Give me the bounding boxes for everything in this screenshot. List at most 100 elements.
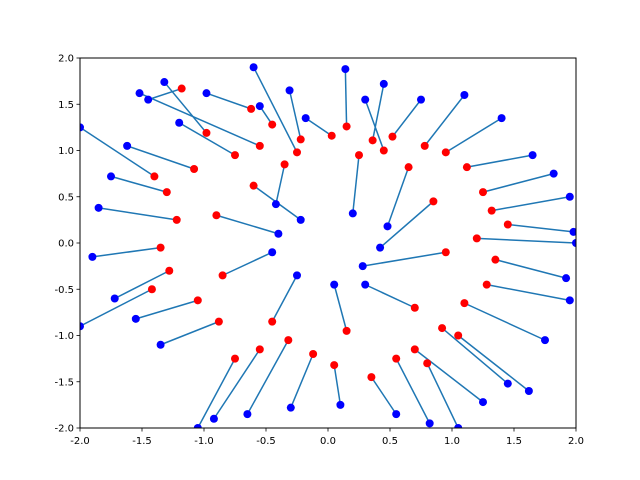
prediction-point-43 <box>268 248 277 257</box>
prediction-point-25 <box>243 410 252 419</box>
target-point-26 <box>255 345 264 354</box>
y-tick-label: 0.5 <box>58 192 74 203</box>
target-point-28 <box>193 296 202 305</box>
prediction-point-15 <box>572 239 576 247</box>
target-point-39 <box>441 248 450 257</box>
prediction-point-36 <box>348 209 357 218</box>
link-line-23 <box>333 364 342 405</box>
y-tick-label: 1.0 <box>58 146 74 157</box>
prediction-point-35 <box>271 200 280 209</box>
target-point-0 <box>177 84 186 93</box>
x-tick-label: -0.5 <box>256 436 276 447</box>
link-line-52 <box>426 362 459 428</box>
prediction-point-40 <box>361 280 370 289</box>
link-line-16 <box>495 258 567 279</box>
link-line-44 <box>216 214 279 235</box>
target-point-53 <box>293 148 301 157</box>
prediction-point-23 <box>336 400 345 409</box>
x-axis: -2.0 -1.5 -1.0 -0.5 0.0 0.5 1.0 1.5 2.0 <box>70 428 584 447</box>
target-point-45 <box>249 181 258 190</box>
link-line-42 <box>271 275 298 322</box>
link-line-40 <box>364 283 416 309</box>
target-point-34 <box>231 151 239 160</box>
target-point-32 <box>162 188 171 197</box>
link-line-33 <box>126 145 195 170</box>
prediction-point-0 <box>144 95 153 104</box>
target-point-51 <box>231 354 239 363</box>
prediction-point-7 <box>341 65 350 74</box>
prediction-point-8 <box>379 79 388 88</box>
prediction-point-44 <box>274 229 283 238</box>
link-line-47 <box>80 126 155 178</box>
prediction-point-39 <box>358 262 367 271</box>
link-line-17 <box>486 283 570 302</box>
link-line-7 <box>344 69 348 127</box>
prediction-point-50 <box>524 387 533 395</box>
target-point-41 <box>342 326 351 335</box>
prediction-point-6 <box>301 114 310 123</box>
prediction-point-34 <box>175 118 184 127</box>
link-line-41 <box>333 284 348 332</box>
y-tick-label: -1.5 <box>54 377 74 388</box>
link-line-0 <box>147 87 182 101</box>
prediction-point-46 <box>361 95 370 104</box>
prediction-point-32 <box>107 172 115 181</box>
prediction-point-41 <box>330 280 339 289</box>
prediction-point-2 <box>135 89 144 98</box>
link-line-32 <box>110 175 168 193</box>
prediction-point-11 <box>497 114 506 123</box>
link-line-15 <box>476 237 576 244</box>
prediction-point-4 <box>255 102 264 111</box>
target-point-13 <box>479 188 487 197</box>
target-point-31 <box>172 215 181 224</box>
target-point-23 <box>330 361 339 370</box>
prediction-point-45 <box>296 215 305 224</box>
target-point-3 <box>247 104 256 113</box>
link-line-8 <box>371 83 385 141</box>
link-line-34 <box>178 122 236 156</box>
link-line-1 <box>163 81 208 134</box>
prediction-point-13 <box>549 169 558 178</box>
target-point-11 <box>441 148 450 157</box>
link-lines <box>80 66 576 428</box>
target-point-29 <box>165 266 174 275</box>
target-point-52 <box>423 359 432 368</box>
target-point-9 <box>388 132 397 141</box>
link-line-19 <box>441 327 509 385</box>
prediction-point-42 <box>293 271 301 280</box>
target-point-2 <box>255 141 264 150</box>
prediction-point-27 <box>156 340 165 349</box>
link-line-36 <box>352 155 360 214</box>
target-point-33 <box>190 165 199 173</box>
x-tick-label: 0.5 <box>382 436 398 447</box>
y-axis: -2.0 -1.5 -1.0 -0.5 0.0 0.5 1.0 1.5 2.0 <box>54 54 80 435</box>
prediction-point-3 <box>202 89 211 98</box>
link-line-11 <box>445 117 502 153</box>
prediction-point-37 <box>383 222 392 231</box>
link-line-9 <box>391 99 422 138</box>
target-point-6 <box>327 131 336 140</box>
link-line-21 <box>395 358 431 424</box>
prediction-point-1 <box>160 78 169 87</box>
target-point-35 <box>280 160 289 169</box>
link-line-18 <box>464 302 546 341</box>
link-line-3 <box>206 92 252 110</box>
target-point-10 <box>420 141 429 150</box>
target-point-1 <box>202 128 211 137</box>
link-line-2 <box>139 92 261 147</box>
link-line-14 <box>491 196 570 212</box>
target-point-40 <box>410 303 419 312</box>
y-tick-label: -2.0 <box>54 424 74 435</box>
link-line-30 <box>92 246 161 258</box>
link-line-48 <box>80 288 153 327</box>
prediction-point-26 <box>209 414 218 423</box>
target-point-14 <box>487 206 496 215</box>
link-line-5 <box>288 90 302 140</box>
link-line-53 <box>252 66 298 153</box>
prediction-point-18 <box>541 336 549 345</box>
scatter-points <box>80 63 576 428</box>
link-line-50 <box>457 334 530 392</box>
link-line-31 <box>98 207 177 221</box>
link-line-49 <box>507 223 574 233</box>
